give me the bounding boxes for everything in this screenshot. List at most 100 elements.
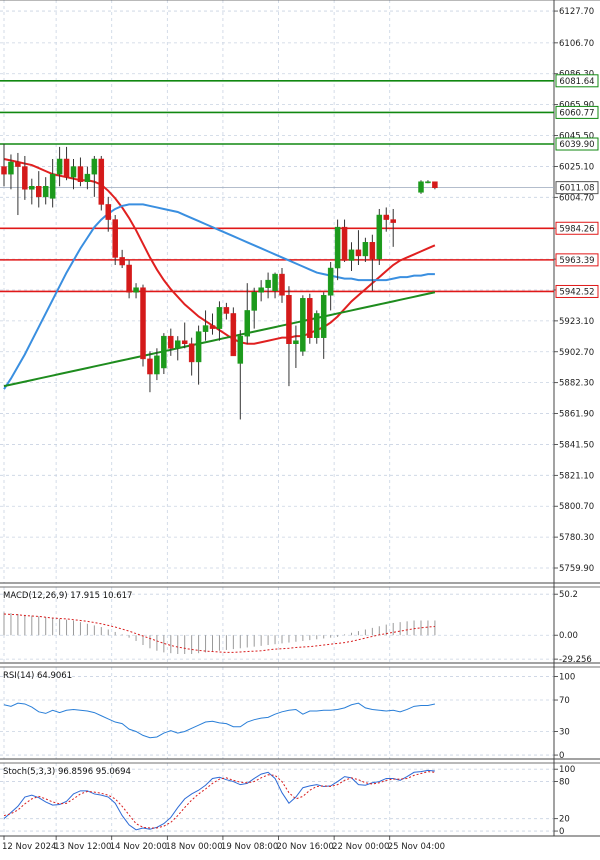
- y-tick-label: 5759.90: [559, 564, 594, 574]
- level-label-box: [555, 105, 599, 119]
- candle-body: [209, 325, 216, 329]
- stoch-k-line: [3, 769, 435, 831]
- candle-body: [77, 166, 84, 182]
- moving-average-line: [3, 203, 435, 390]
- y-tick-label: 0: [559, 827, 564, 837]
- y-tick-label: 80: [559, 778, 570, 788]
- macd-signal-line: [3, 613, 435, 653]
- stoch-title: Stoch(5,3,3) 96.8596 95.0694: [3, 767, 131, 777]
- candle-body: [8, 161, 14, 175]
- candle-body: [91, 158, 98, 175]
- candle-body: [216, 307, 223, 329]
- y-tick-label: 6045.50: [559, 132, 594, 142]
- candle-body: [230, 313, 237, 357]
- candle-body: [63, 158, 70, 178]
- y-tick-label: 6025.10: [559, 162, 594, 172]
- candle-body: [105, 204, 111, 220]
- candle-body: [119, 257, 125, 266]
- candle-body: [362, 242, 369, 257]
- x-tick-label: 13 Nov 12:00: [54, 842, 111, 852]
- y-tick-label: 20: [559, 815, 570, 825]
- candle-body: [418, 181, 424, 193]
- candle-body: [258, 287, 264, 293]
- level-label: 6039.90: [559, 140, 594, 150]
- candle-body: [154, 355, 160, 375]
- candle-body: [112, 219, 118, 258]
- candle-body: [133, 287, 139, 293]
- x-tick-label: 18 Nov 00:00: [165, 842, 222, 852]
- candle-body: [307, 298, 313, 338]
- y-tick-label: 6004.70: [559, 193, 594, 203]
- y-tick-label: 5923.10: [559, 317, 594, 327]
- candle-body: [22, 166, 28, 190]
- y-tick-label: 70: [559, 696, 570, 706]
- level-label: 5984.26: [559, 224, 594, 234]
- candle-body: [334, 226, 341, 269]
- candle-body: [237, 335, 244, 364]
- candle-body: [244, 310, 250, 337]
- candle-body: [320, 295, 327, 338]
- y-tick-label: 5882.30: [559, 379, 594, 389]
- x-tick-label: 22 Nov 00:00: [332, 842, 389, 852]
- candle-body: [49, 173, 56, 199]
- candle-body: [355, 249, 362, 257]
- candle-body: [293, 340, 299, 344]
- candle-body: [348, 249, 355, 261]
- candle-body: [272, 273, 278, 291]
- level-label: 5942.52: [559, 287, 594, 297]
- y-tick-label: 6127.70: [559, 7, 594, 17]
- stoch-d-line: [3, 771, 435, 829]
- y-tick-label: 5841.50: [559, 440, 594, 450]
- level-label: 6081.64: [559, 77, 594, 87]
- current-price-label: 6011.08: [559, 184, 594, 194]
- candle-body: [147, 358, 153, 375]
- x-tick-label: 12 Nov 2024: [2, 842, 56, 852]
- candle-body: [1, 166, 7, 175]
- candle-body: [42, 186, 49, 198]
- y-tick-label: 100: [559, 672, 575, 682]
- candle-body: [140, 287, 146, 360]
- y-tick-label: 0.00: [559, 631, 578, 641]
- y-tick-label: 100: [559, 765, 575, 775]
- x-tick-label: 20 Nov 16:00: [277, 842, 334, 852]
- x-tick-label: 25 Nov 04:00: [388, 842, 445, 852]
- y-tick-label: 50.2: [559, 590, 578, 600]
- candle-body: [36, 186, 42, 198]
- level-label-box: [555, 137, 599, 151]
- candle-body: [390, 219, 396, 223]
- level-label-box: [555, 221, 599, 235]
- y-tick-label: 5780.30: [559, 533, 594, 543]
- candle-body: [202, 325, 209, 332]
- y-tick-label: -29.256: [559, 655, 592, 665]
- x-tick-label: 19 Nov 08:00: [221, 842, 278, 852]
- candle-body: [195, 331, 202, 363]
- candle-body: [251, 292, 257, 311]
- current-price-label-box: [555, 181, 599, 195]
- candle-body: [327, 267, 334, 296]
- candle-body: [126, 264, 132, 293]
- candle-body: [265, 279, 271, 288]
- candle-body: [84, 173, 91, 182]
- y-tick-label: 6065.90: [559, 101, 594, 111]
- candle-body: [175, 340, 181, 349]
- candle-body: [341, 226, 348, 261]
- level-label: 6060.77: [559, 108, 594, 118]
- macd-title: MACD(12,26,9) 17.915 10.617: [3, 591, 132, 601]
- candle-body: [279, 273, 285, 296]
- y-tick-label: 5902.70: [559, 348, 594, 358]
- candle-body: [383, 214, 389, 220]
- level-label-box: [555, 253, 599, 267]
- level-label: 5963.39: [559, 256, 594, 266]
- candle-body: [376, 214, 383, 260]
- candle-body: [98, 158, 105, 205]
- x-tick-label: 14 Nov 20:00: [110, 842, 167, 852]
- rsi-title: RSI(14) 64.9061: [3, 671, 72, 681]
- candle-body: [15, 161, 21, 167]
- candle-body: [300, 298, 306, 352]
- level-label-box: [555, 284, 599, 298]
- candle-body: [314, 313, 320, 338]
- rsi-line: [3, 702, 436, 739]
- y-tick-label: 5800.70: [559, 502, 594, 512]
